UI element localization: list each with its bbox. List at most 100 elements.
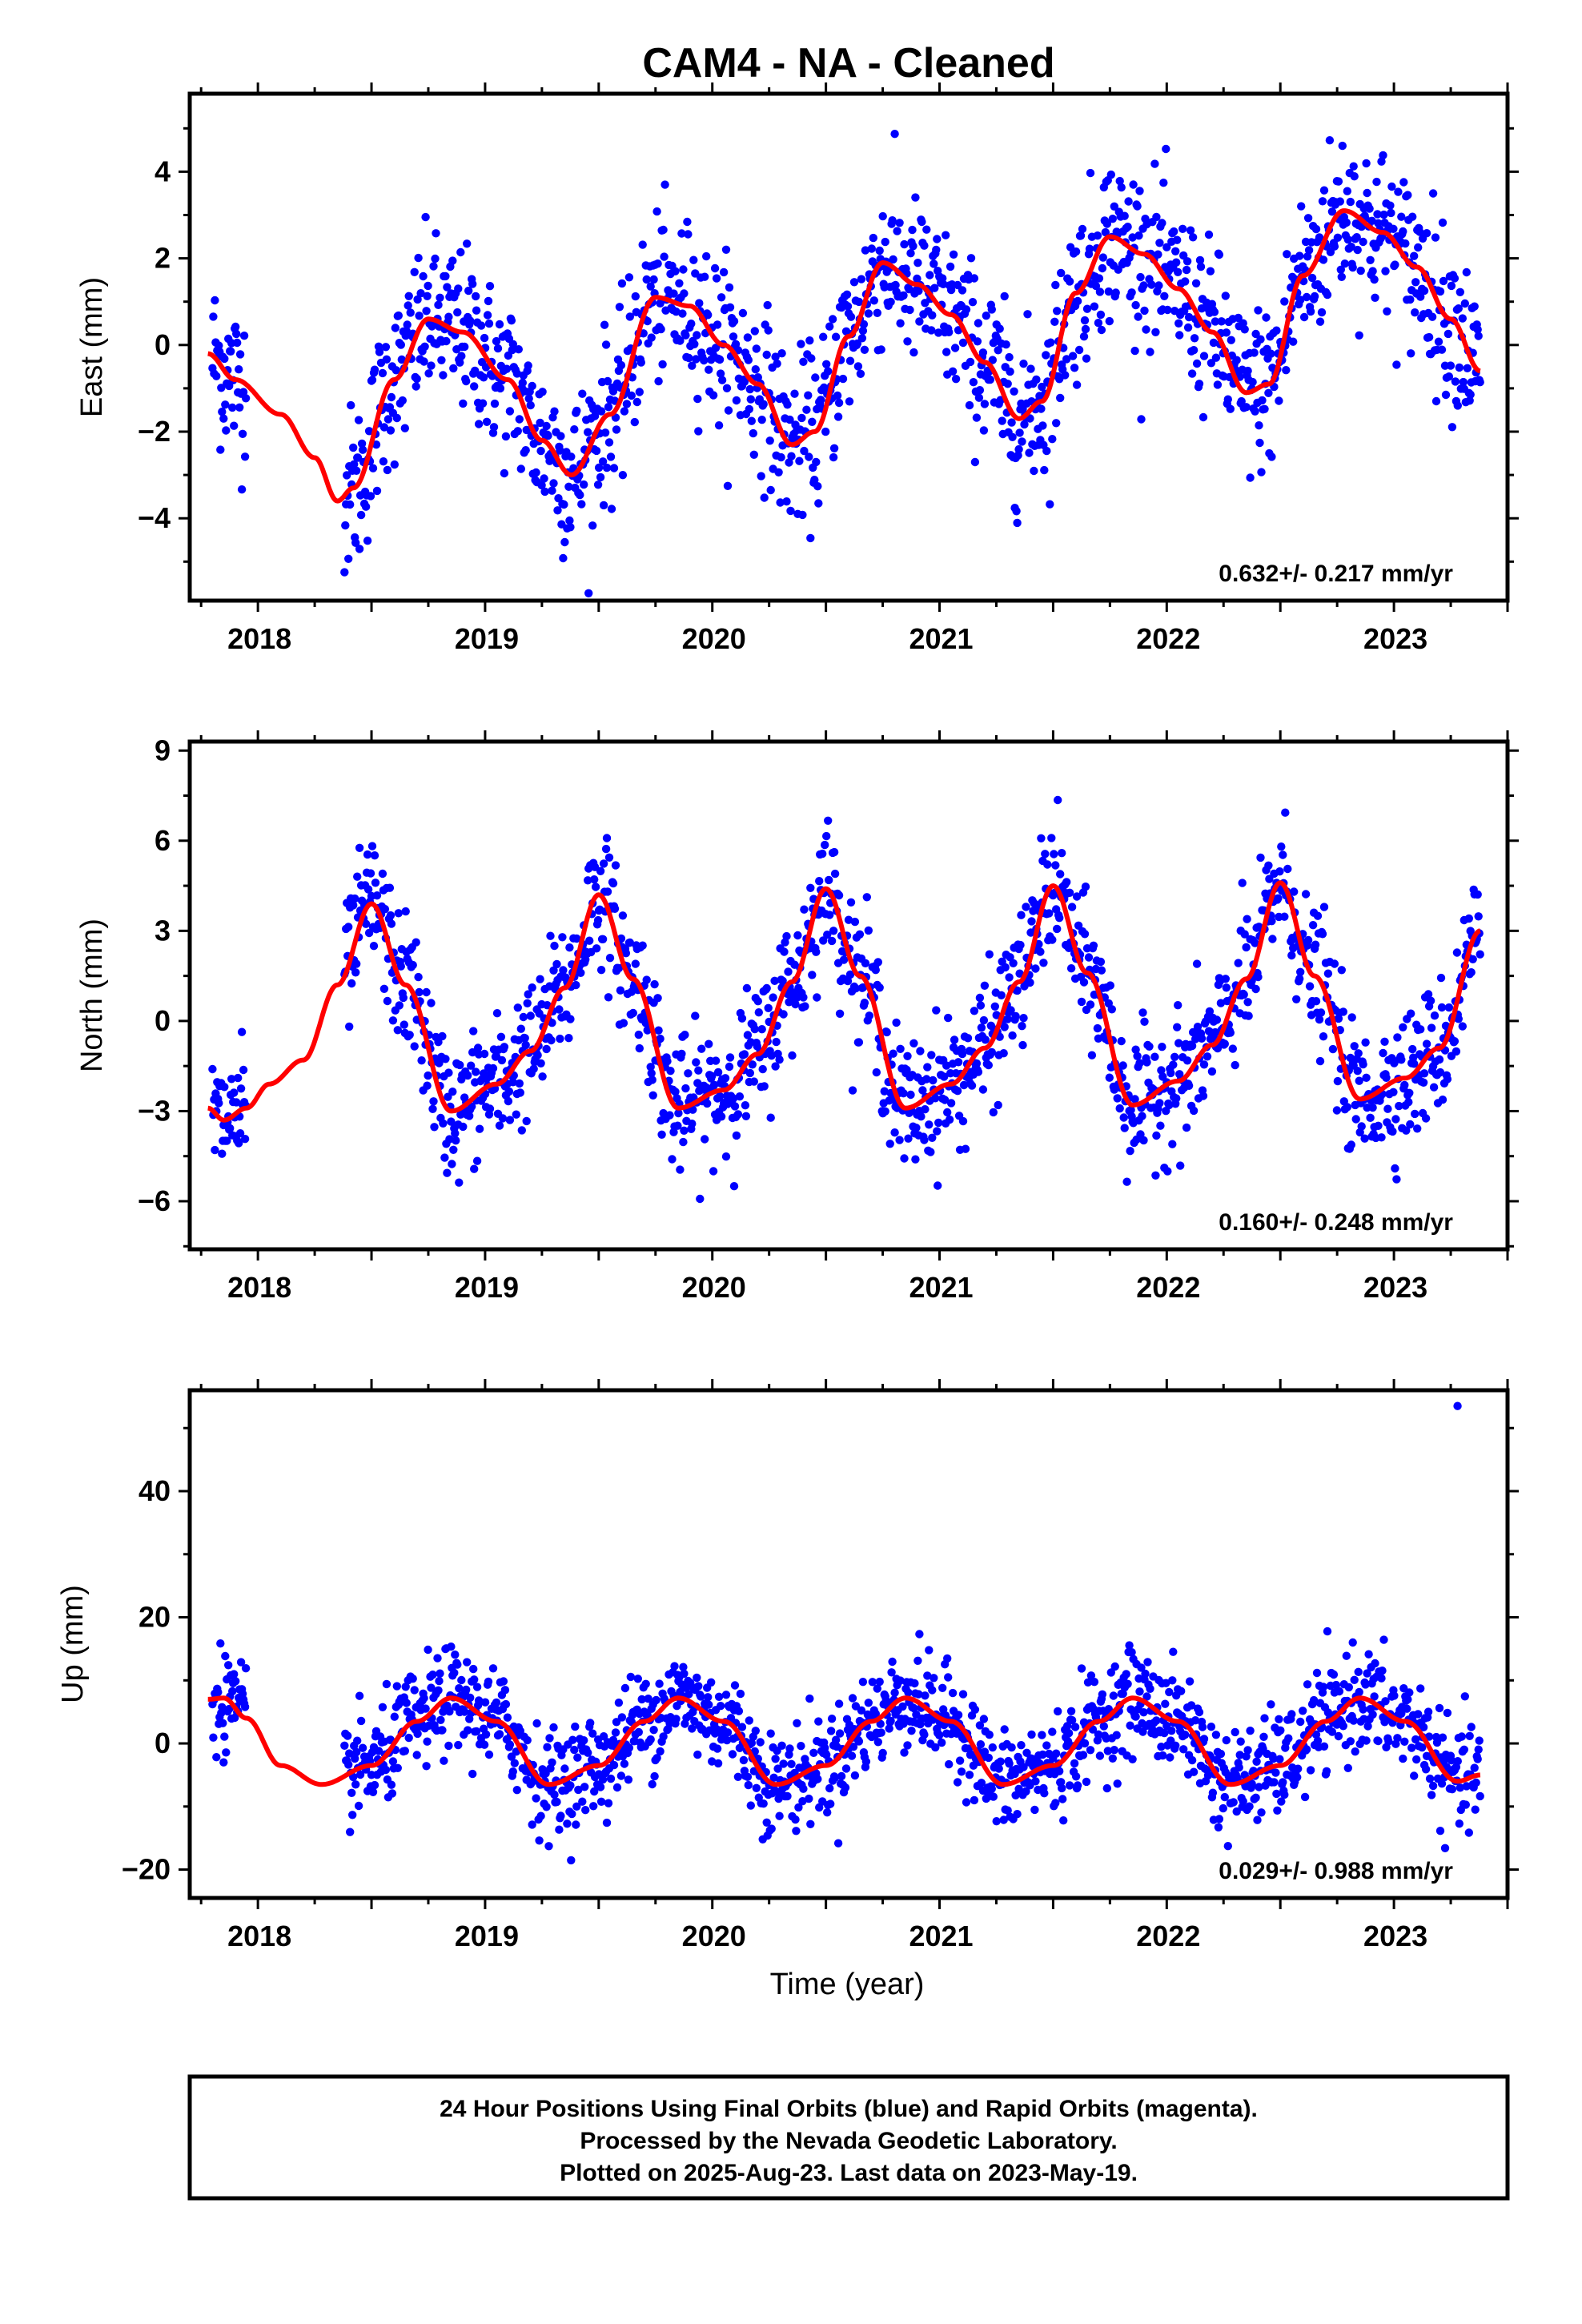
data-point: [1189, 1767, 1199, 1776]
data-point: [1051, 280, 1060, 290]
data-point: [1186, 226, 1195, 235]
data-point: [1162, 1679, 1170, 1687]
data-point: [1210, 308, 1219, 316]
data-point: [1095, 1751, 1105, 1760]
data-point: [714, 421, 724, 430]
data-point: [456, 247, 465, 257]
data-point: [464, 286, 473, 296]
data-point: [882, 1027, 891, 1037]
data-point: [825, 322, 834, 331]
data-point: [1089, 941, 1098, 951]
data-point: [1391, 1115, 1400, 1124]
data-point: [463, 1658, 472, 1667]
data-point: [367, 376, 377, 384]
data-point: [1444, 1003, 1454, 1012]
data-point: [628, 1008, 637, 1018]
data-point: [436, 1669, 444, 1678]
data-point: [572, 406, 581, 416]
data-point: [1214, 1823, 1223, 1831]
data-point: [1327, 207, 1337, 216]
data-point: [1415, 227, 1424, 236]
data-point: [502, 364, 512, 373]
data-point: [1189, 346, 1199, 355]
data-point: [472, 306, 481, 315]
data-point: [1155, 239, 1164, 247]
data-point: [1126, 1105, 1135, 1115]
data-point: [647, 1069, 656, 1078]
data-point: [1422, 229, 1431, 238]
data-point: [526, 1011, 535, 1020]
x-tick-label: 2023: [1363, 1271, 1427, 1304]
data-point: [596, 966, 606, 975]
data-point: [232, 329, 241, 339]
data-point: [1080, 930, 1090, 939]
data-point: [387, 1789, 397, 1798]
data-point: [793, 931, 802, 940]
data-point: [1251, 329, 1260, 339]
data-point: [1198, 1723, 1207, 1731]
data-point: [1346, 1737, 1355, 1746]
data-point: [1303, 935, 1313, 945]
data-point: [574, 1785, 583, 1795]
data-point: [440, 1153, 449, 1162]
data-point: [1240, 325, 1249, 334]
data-point: [396, 962, 405, 971]
data-point: [1015, 428, 1024, 437]
data-point: [1403, 1704, 1411, 1713]
data-point: [1215, 1815, 1224, 1823]
data-point: [1280, 1790, 1289, 1799]
data-point: [1181, 1731, 1190, 1739]
data-point: [1052, 419, 1061, 428]
data-point: [493, 344, 503, 353]
data-point: [1169, 1647, 1178, 1656]
data-point: [1403, 1695, 1412, 1704]
data-point: [925, 1646, 934, 1655]
data-point: [642, 275, 651, 284]
data-point: [391, 366, 400, 375]
data-point: [357, 439, 367, 448]
data-point: [945, 1115, 954, 1124]
data-point: [1347, 1140, 1356, 1149]
data-point: [756, 1738, 765, 1747]
data-point: [1243, 915, 1251, 923]
data-point: [847, 1751, 857, 1760]
data-point: [1211, 317, 1220, 326]
data-point: [462, 1685, 471, 1695]
data-point: [1038, 1731, 1046, 1739]
data-point: [963, 1034, 973, 1043]
data-point: [1096, 957, 1106, 967]
data-point: [973, 337, 982, 346]
data-point: [1362, 1736, 1371, 1745]
data-point: [1322, 1767, 1331, 1775]
data-point: [1119, 1113, 1128, 1122]
data-point: [923, 1671, 932, 1680]
data-point: [759, 400, 768, 408]
x-tick-label: 2022: [1136, 622, 1200, 655]
data-point: [851, 984, 861, 993]
data-point: [1296, 296, 1305, 304]
data-point: [492, 1698, 501, 1707]
data-point: [1005, 1759, 1014, 1768]
data-point: [1250, 348, 1259, 357]
data-point: [513, 427, 522, 436]
data-point: [1302, 292, 1311, 302]
data-point: [666, 1067, 675, 1076]
data-point: [656, 1747, 665, 1756]
data-point: [846, 898, 856, 907]
data-point: [1447, 423, 1457, 432]
data-point: [650, 979, 659, 989]
data-point: [470, 1164, 479, 1173]
data-point: [560, 537, 569, 547]
data-point: [871, 1709, 881, 1719]
data-point: [1319, 1742, 1329, 1751]
data-point: [1392, 1175, 1401, 1184]
data-point: [1094, 319, 1103, 328]
x-tick-label: 2020: [682, 622, 746, 655]
data-point: [1223, 395, 1233, 404]
data-point: [1080, 1739, 1090, 1748]
data-point: [678, 309, 687, 318]
data-point: [612, 1718, 621, 1727]
data-point: [792, 1827, 801, 1835]
x-tick-label: 2018: [227, 1920, 291, 1952]
data-point: [1350, 1675, 1359, 1684]
